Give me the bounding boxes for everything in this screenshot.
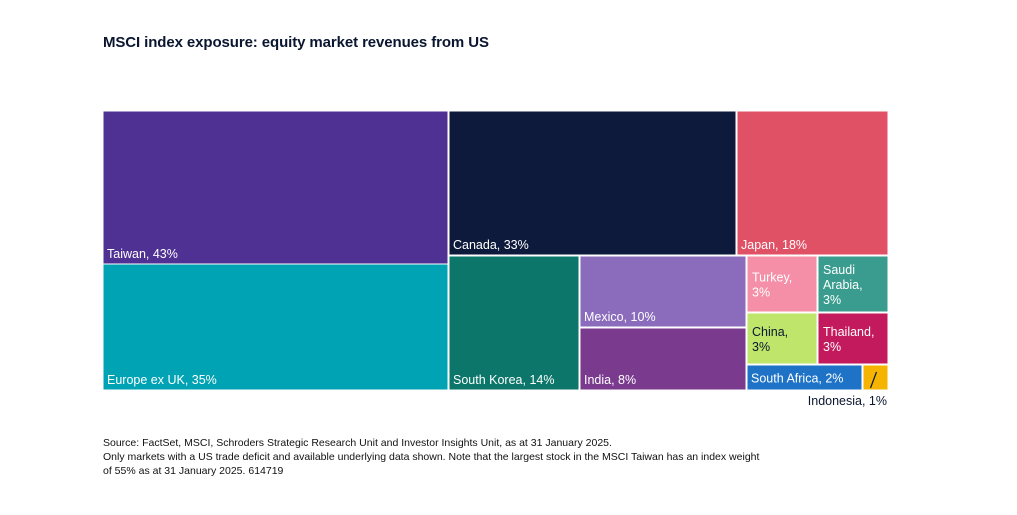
treemap-cell-south-africa	[746, 364, 863, 391]
treemap-label-indonesia: Indonesia, 1%	[808, 394, 887, 408]
treemap-cell-mexico	[579, 255, 747, 328]
treemap-cell-turkey	[746, 255, 818, 313]
footnote-line-1: Only markets with a US trade deficit and…	[103, 451, 760, 463]
treemap-cell-saudi-arabia	[817, 255, 889, 313]
indonesia-leader-line	[869, 371, 878, 389]
treemap-label-south-africa: South Africa, 2%	[751, 372, 843, 386]
treemap-cell-indonesia	[862, 364, 889, 391]
treemap-label-europe-ex-uk: Europe ex UK, 35%	[107, 373, 217, 387]
footnote-line-2: of 55% as at 31 January 2025. 614719	[103, 465, 284, 477]
treemap-cell-canada	[448, 110, 737, 256]
treemap-cell-south-korea	[448, 255, 580, 391]
treemap-cell-taiwan	[102, 110, 449, 265]
treemap-label-mexico: Mexico, 10%	[584, 310, 656, 324]
source-note: Source: FactSet, MSCI, Schroders Strateg…	[103, 437, 612, 449]
treemap-label-turkey: Turkey, 3%	[752, 271, 792, 300]
treemap-cell-india	[579, 327, 747, 391]
treemap-label-canada: Canada, 33%	[453, 238, 529, 252]
treemap-cell-thailand	[817, 312, 889, 365]
treemap-label-thailand: Thailand, 3%	[823, 325, 874, 354]
treemap-label-india: India, 8%	[584, 373, 636, 387]
treemap-cell-europe-ex-uk	[102, 263, 449, 391]
treemap-cell-china	[746, 312, 818, 365]
treemap-label-south-korea: South Korea, 14%	[453, 373, 554, 387]
treemap-label-japan: Japan, 18%	[741, 238, 807, 252]
treemap-label-china: China, 3%	[752, 325, 788, 354]
treemap-cell-japan	[736, 110, 889, 256]
chart-title: MSCI index exposure: equity market reven…	[103, 34, 489, 51]
treemap-label-taiwan: Taiwan, 43%	[107, 247, 178, 261]
treemap-label-saudi-arabia: Saudi Arabia, 3%	[823, 263, 863, 307]
chart-notes: Source: FactSet, MSCI, Schroders Strateg…	[103, 436, 903, 478]
